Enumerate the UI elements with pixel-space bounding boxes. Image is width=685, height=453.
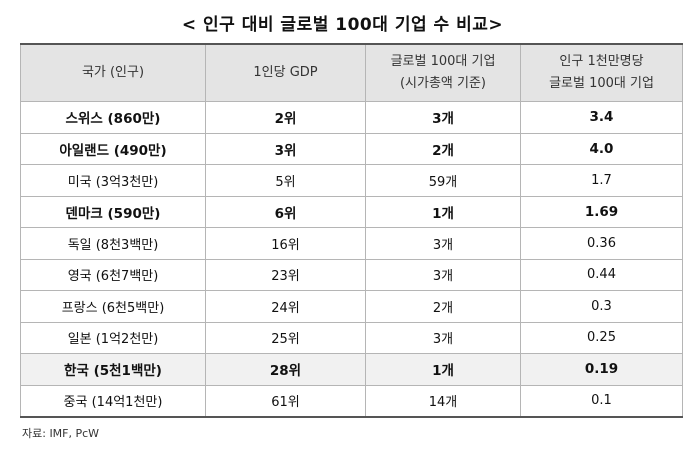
header-country-label: 국가 (인구) [81, 65, 145, 80]
per10m-cell: 1.69 [520, 195, 683, 228]
country-cell: 영국 (6천7백만) [20, 258, 206, 291]
gdp-rank-cell: 61위 [205, 384, 366, 418]
per10m-cell: 0.36 [520, 227, 683, 260]
gdp-rank-cell: 28위 [205, 353, 366, 386]
country-cell: 일본 (1억2천만) [20, 321, 206, 354]
global100-cell: 3개 [365, 258, 521, 291]
country-cell: 덴마크 (590만) [20, 195, 206, 228]
per10m-cell: 0.3 [520, 290, 683, 323]
header-global100-line2: (시가총액 기준) [399, 76, 487, 91]
table-row: 아일랜드 (490만) 3위 2개 4.0 [20, 132, 683, 165]
per10m-cell: 4.0 [520, 132, 683, 165]
gdp-rank-cell: 5위 [205, 164, 366, 197]
country-cell: 미국 (3억3천만) [20, 164, 206, 197]
page-title: < 인구 대비 글로벌 100대 기업 수 비교> [181, 15, 504, 35]
per10m-cell: 0.19 [520, 353, 683, 386]
header-gdp-label: 1인당 GDP [253, 65, 318, 80]
per10m-cell: 0.44 [520, 258, 683, 291]
gdp-rank-cell: 25위 [205, 321, 366, 354]
global100-cell: 1개 [365, 195, 521, 228]
per10m-cell: 0.1 [520, 384, 683, 418]
global100-cell: 1개 [365, 353, 521, 386]
header-per10m: 인구 1천만명당 글로벌 100대 기업 [520, 43, 683, 102]
country-cell: 아일랜드 (490만) [20, 132, 206, 165]
global100-cell: 59개 [365, 164, 521, 197]
global100-cell: 14개 [365, 384, 521, 418]
global100-cell: 2개 [365, 290, 521, 323]
table-row: 독일 (8천3백만) 16위 3개 0.36 [20, 227, 683, 260]
per10m-cell: 3.4 [520, 101, 683, 134]
table-row: 프랑스 (6천5백만) 24위 2개 0.3 [20, 290, 683, 323]
country-cell: 스위스 (860만) [20, 101, 206, 134]
gdp-rank-cell: 16위 [205, 227, 366, 260]
comparison-table: 국가 (인구) 1인당 GDP 글로벌 100대 기업 (시가총액 기준) 인구… [20, 43, 683, 418]
table-row: 미국 (3억3천만) 5위 59개 1.7 [20, 164, 683, 197]
table-row: 스위스 (860만) 2위 3개 3.4 [20, 101, 683, 134]
gdp-rank-cell: 6위 [205, 195, 366, 228]
header-global100: 글로벌 100대 기업 (시가총액 기준) [365, 43, 521, 102]
country-cell: 프랑스 (6천5백만) [20, 290, 206, 323]
source-note: 자료: IMF, PcW [22, 427, 100, 440]
country-cell: 한국 (5천1백만) [20, 353, 206, 386]
header-country: 국가 (인구) [20, 43, 206, 102]
header-global100-line1: 글로벌 100대 기업 [390, 54, 496, 69]
table-row: 영국 (6천7백만) 23위 3개 0.44 [20, 258, 683, 291]
header-per10m-line1: 인구 1천만명당 [559, 54, 644, 69]
country-cell: 중국 (14억1천만) [20, 384, 206, 418]
gdp-rank-cell: 24위 [205, 290, 366, 323]
gdp-rank-cell: 3위 [205, 132, 366, 165]
table-row: 중국 (14억1천만) 61위 14개 0.1 [20, 384, 683, 418]
country-cell: 독일 (8천3백만) [20, 227, 206, 260]
global100-cell: 3개 [365, 101, 521, 134]
per10m-cell: 1.7 [520, 164, 683, 197]
header-gdp: 1인당 GDP [205, 43, 366, 102]
gdp-rank-cell: 23위 [205, 258, 366, 291]
table-row: 한국 (5천1백만) 28위 1개 0.19 [20, 353, 683, 386]
per10m-cell: 0.25 [520, 321, 683, 354]
gdp-rank-cell: 2위 [205, 101, 366, 134]
table-row: 일본 (1억2천만) 25위 3개 0.25 [20, 321, 683, 354]
global100-cell: 3개 [365, 321, 521, 354]
table-header-row: 국가 (인구) 1인당 GDP 글로벌 100대 기업 (시가총액 기준) 인구… [20, 43, 683, 102]
table-body: 스위스 (860만) 2위 3개 3.4 아일랜드 (490만) 3위 2개 4.0 미국 (3… [20, 101, 683, 418]
table-row: 덴마크 (590만) 6위 1개 1.69 [20, 195, 683, 228]
global100-cell: 2개 [365, 132, 521, 165]
global100-cell: 3개 [365, 227, 521, 260]
header-per10m-line2: 글로벌 100대 기업 [549, 76, 654, 91]
